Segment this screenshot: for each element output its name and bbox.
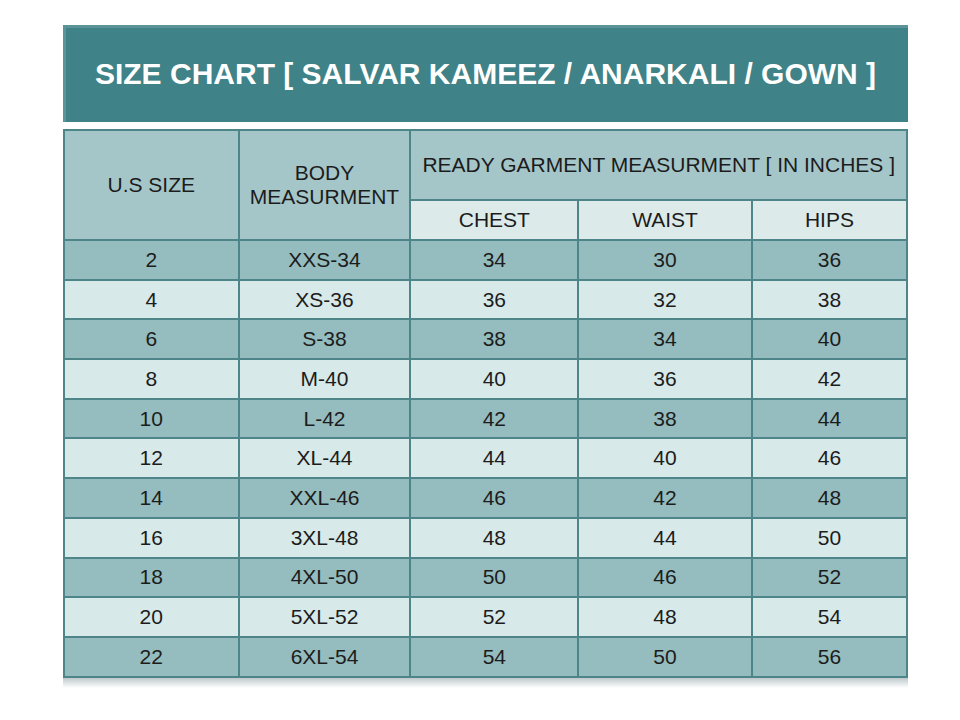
cell-hips: 38	[752, 280, 907, 320]
cell-us-size: 22	[64, 637, 239, 677]
cell-hips: 36	[752, 240, 907, 280]
cell-chest: 50	[410, 558, 578, 598]
cell-body-measurement: L-42	[239, 399, 411, 439]
cell-waist: 30	[578, 240, 752, 280]
table-row: 163XL-48484450	[64, 518, 907, 558]
table-row: 205XL-52524854	[64, 597, 907, 637]
cell-waist: 38	[578, 399, 752, 439]
cell-hips: 52	[752, 558, 907, 598]
header-ready-garment: READY GARMENT MEASURMENT [ IN INCHES ]	[410, 130, 907, 200]
size-table-body: 2XXS-343430364XS-363632386S-383834408M-4…	[64, 240, 907, 677]
cell-body-measurement: S-38	[239, 319, 411, 359]
cell-body-measurement: XXS-34	[239, 240, 411, 280]
cell-hips: 50	[752, 518, 907, 558]
page: SIZE CHART [ SALVAR KAMEEZ / ANARKALI / …	[0, 0, 960, 720]
table-row: 226XL-54545056	[64, 637, 907, 677]
cell-hips: 40	[752, 319, 907, 359]
table-row: 8M-40403642	[64, 359, 907, 399]
title-band: SIZE CHART [ SALVAR KAMEEZ / ANARKALI / …	[63, 25, 908, 122]
table-row: 184XL-50504652	[64, 558, 907, 598]
cell-waist: 48	[578, 597, 752, 637]
cell-us-size: 14	[64, 478, 239, 518]
cell-hips: 44	[752, 399, 907, 439]
table-header: U.S SIZE BODY MEASURMENT READY GARMENT M…	[64, 130, 907, 240]
table-shadow	[63, 678, 908, 688]
header-us-size: U.S SIZE	[64, 130, 239, 240]
cell-waist: 42	[578, 478, 752, 518]
cell-body-measurement: M-40	[239, 359, 411, 399]
cell-us-size: 10	[64, 399, 239, 439]
cell-waist: 44	[578, 518, 752, 558]
cell-body-measurement: 6XL-54	[239, 637, 411, 677]
cell-us-size: 18	[64, 558, 239, 598]
size-chart: SIZE CHART [ SALVAR KAMEEZ / ANARKALI / …	[63, 25, 908, 688]
cell-chest: 42	[410, 399, 578, 439]
cell-us-size: 2	[64, 240, 239, 280]
cell-waist: 34	[578, 319, 752, 359]
table-row: 4XS-36363238	[64, 280, 907, 320]
cell-body-measurement: 4XL-50	[239, 558, 411, 598]
cell-chest: 44	[410, 438, 578, 478]
cell-waist: 36	[578, 359, 752, 399]
cell-waist: 32	[578, 280, 752, 320]
cell-chest: 38	[410, 319, 578, 359]
cell-body-measurement: XS-36	[239, 280, 411, 320]
header-waist: WAIST	[578, 200, 752, 240]
table-row: 12XL-44444046	[64, 438, 907, 478]
page-title: SIZE CHART [ SALVAR KAMEEZ / ANARKALI / …	[95, 57, 876, 91]
cell-hips: 46	[752, 438, 907, 478]
cell-hips: 56	[752, 637, 907, 677]
table-row: 6S-38383440	[64, 319, 907, 359]
cell-hips: 42	[752, 359, 907, 399]
cell-waist: 40	[578, 438, 752, 478]
cell-hips: 48	[752, 478, 907, 518]
cell-chest: 48	[410, 518, 578, 558]
cell-us-size: 6	[64, 319, 239, 359]
cell-chest: 34	[410, 240, 578, 280]
cell-body-measurement: XXL-46	[239, 478, 411, 518]
cell-body-measurement: 5XL-52	[239, 597, 411, 637]
table-row: 10L-42423844	[64, 399, 907, 439]
cell-chest: 36	[410, 280, 578, 320]
header-chest: CHEST	[410, 200, 578, 240]
cell-us-size: 20	[64, 597, 239, 637]
cell-us-size: 12	[64, 438, 239, 478]
table-row: 14XXL-46464248	[64, 478, 907, 518]
cell-waist: 46	[578, 558, 752, 598]
cell-us-size: 8	[64, 359, 239, 399]
cell-hips: 54	[752, 597, 907, 637]
table-row: 2XXS-34343036	[64, 240, 907, 280]
header-body-measurement: BODY MEASURMENT	[239, 130, 411, 240]
cell-chest: 40	[410, 359, 578, 399]
cell-chest: 46	[410, 478, 578, 518]
cell-us-size: 4	[64, 280, 239, 320]
cell-body-measurement: XL-44	[239, 438, 411, 478]
cell-chest: 54	[410, 637, 578, 677]
cell-waist: 50	[578, 637, 752, 677]
cell-chest: 52	[410, 597, 578, 637]
cell-body-measurement: 3XL-48	[239, 518, 411, 558]
cell-us-size: 16	[64, 518, 239, 558]
size-table: U.S SIZE BODY MEASURMENT READY GARMENT M…	[63, 129, 908, 678]
header-hips: HIPS	[752, 200, 907, 240]
